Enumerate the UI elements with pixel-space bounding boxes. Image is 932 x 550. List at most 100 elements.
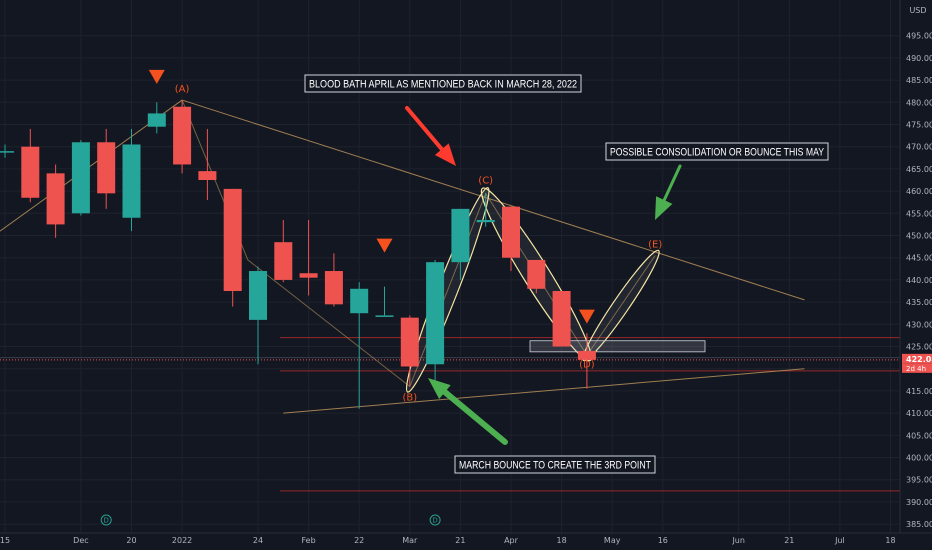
candle [198,128,217,200]
candle-body [324,271,343,305]
annotation-box: BLOOD BATH APRIL AS MENTIONED BACK IN MA… [304,74,582,93]
candle [46,164,65,238]
y-tick-label: 485.00 [906,76,932,85]
arrow-head [655,196,673,220]
time-axis[interactable]: 15 Dec 20 2022 24 Feb 22 Mar 21 Apr 18 May 16 Jun 21 Ju… [0,532,932,545]
candle [476,193,495,227]
price-tag-box [902,353,932,364]
x-tick-label: 21 [455,536,465,545]
y-tick-label: 465.00 [906,165,932,174]
candle [223,188,242,307]
candle [552,291,571,347]
event-label: D [104,517,109,525]
x-tick-label: Apr [504,536,519,545]
wave-point-labels: (A) (B) (C) (D) (E) [175,84,663,403]
x-tick-label: 21 [784,536,794,545]
candle [426,259,445,387]
x-tick-label: 2022 [172,536,192,545]
sell-marker-icon [148,69,165,84]
ellipse-d-e [582,249,660,362]
event-marker-icon: D [429,514,441,526]
event-circle [100,514,112,526]
candle [21,128,40,203]
candle [451,208,470,280]
wave-point-label: (A) [175,84,190,95]
candle-body [198,171,217,181]
x-tick-label: Jun [731,536,745,545]
y-tick-label: 450.00 [906,232,932,241]
y-tick-label: 440.00 [906,276,932,285]
red-arrow-icon [405,106,456,166]
candle-body [426,262,445,365]
arrow-shaft [662,164,682,202]
candle-body [299,273,318,278]
y-tick-label: 490.00 [906,54,932,63]
consolidation-box [529,340,706,353]
sell-marker-icon [376,238,393,253]
candle-body [249,271,267,320]
x-tick-label: 18 [557,536,567,545]
candle [577,333,596,389]
candle-body [147,113,166,127]
candle-body [527,259,546,289]
y-tick-label: 455.00 [906,209,932,218]
candle [502,206,520,272]
candle-body [97,142,116,194]
wave-point-label: (B) [402,392,417,403]
candle-body [71,142,90,214]
candle-body [375,315,394,317]
y-tick-label: 475.00 [906,121,932,130]
horizontal-levels [0,337,900,492]
candle [375,286,394,317]
y-tick-label: 385.00 [906,520,932,529]
candle-body [173,106,192,165]
candle [350,282,369,409]
x-tick-label: Dec [73,536,88,545]
x-tick-label: 22 [354,536,364,545]
candle [274,219,293,283]
annotation-text: POSSIBLE CONSOLIDATION OR BOUNCE THIS MA… [610,147,825,159]
candle [147,102,166,134]
price-tag-label: 422.08 [906,355,932,364]
y-tick-label: 415.00 [906,387,932,396]
arrow-shaft [441,389,508,445]
x-tick-label: 15 [0,536,10,545]
annotation-box: POSSIBLE CONSOLIDATION OR BOUNCE THIS MA… [605,142,829,161]
candle-body [502,206,520,258]
candle-body [350,288,369,314]
candle [0,144,14,158]
candle-body [122,144,141,218]
countdown-tag-box [902,363,932,373]
annotation-border [454,455,656,474]
trendline-lower [283,368,805,414]
y-tick-label: 460.00 [906,187,932,196]
x-tick-label: May [604,536,621,545]
candle [122,128,141,232]
y-tick-label: 445.00 [906,254,932,263]
arrow-head [434,143,456,166]
candle-body [21,146,40,198]
y-tick-label: 480.00 [906,98,932,107]
event-circle [429,514,441,526]
wave-point-label: (E) [648,239,662,250]
candle-body [552,291,571,347]
candle [400,315,419,387]
y-tick-label: 425.00 [906,343,932,352]
y-tick-label: 410.00 [906,409,932,418]
x-tick-label: 20 [126,536,136,545]
candle [71,140,90,216]
annotation-text: BLOOD BATH APRIL AS MENTIONED BACK IN MA… [309,79,577,91]
x-tick-label: Mar [402,536,418,545]
wave-point-label: (C) [478,175,493,186]
candle [97,128,116,209]
y-tick-label: 435.00 [906,298,932,307]
annotation-text: MARCH BOUNCE TO CREATE THE 3RD POINT [459,460,651,472]
candle [173,100,192,174]
green-arrow-icon [655,164,682,220]
price-axis[interactable]: USD 385.00 390.00 395.00 400.00 405.00 410.00 4… [899,0,932,533]
annotation-border [605,142,829,161]
x-tick-label: Feb [302,536,316,545]
x-tick-label: 24 [253,536,263,545]
